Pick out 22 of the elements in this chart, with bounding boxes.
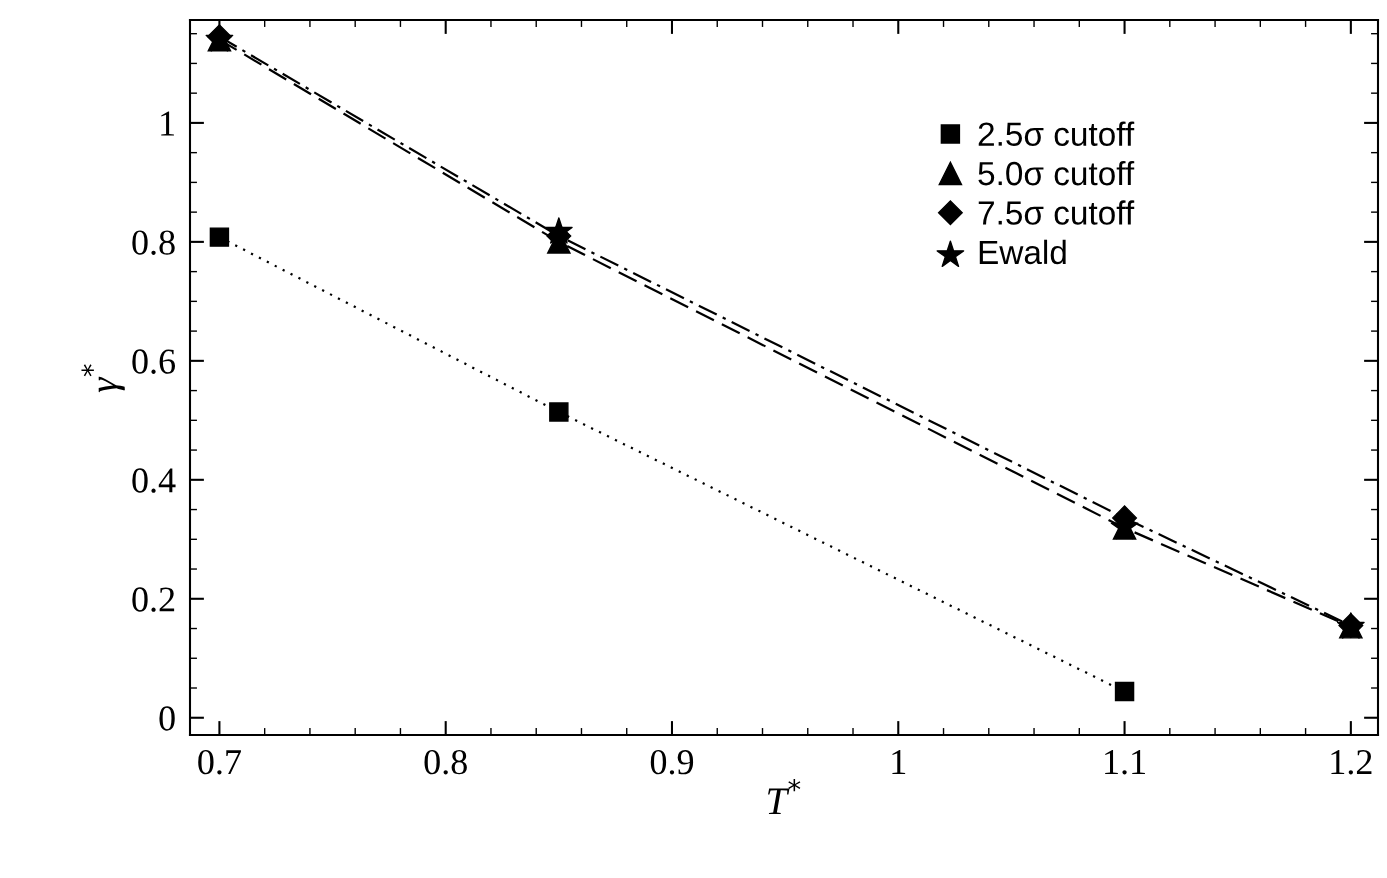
y-tick-label: 0.2 <box>132 587 175 612</box>
y-axis-title: γ$^{*}$ <box>81 364 125 393</box>
point <box>544 217 573 244</box>
x-tick-label: 1.1 <box>1105 750 1145 775</box>
y-tick-label: 0 <box>159 706 175 731</box>
legend-label: Ewald <box>979 239 1066 265</box>
y-tick-label: 0.4 <box>132 468 176 493</box>
point <box>209 227 230 247</box>
legend-label: 5.0σ cutoff <box>978 160 1135 186</box>
x-tick-label: 1.2 <box>1331 750 1372 775</box>
y-tick-label: 1 <box>161 111 174 136</box>
legend-label: 7.5σ cutoff <box>978 200 1135 225</box>
point <box>549 402 569 422</box>
x-tick-label: 0.9 <box>650 749 694 775</box>
y-tick-label: 0.6 <box>132 349 176 374</box>
x-axis-title: T$^{*}$ <box>768 778 801 814</box>
x-tick-label: 1 <box>892 750 906 774</box>
x-tick-label: 0.7 <box>198 749 241 775</box>
legend-label: 2.5σ cutoff <box>978 121 1135 146</box>
x-tick-label: 0.8 <box>424 749 467 775</box>
y-tick-label: 0.8 <box>132 230 175 255</box>
point <box>1114 681 1135 702</box>
